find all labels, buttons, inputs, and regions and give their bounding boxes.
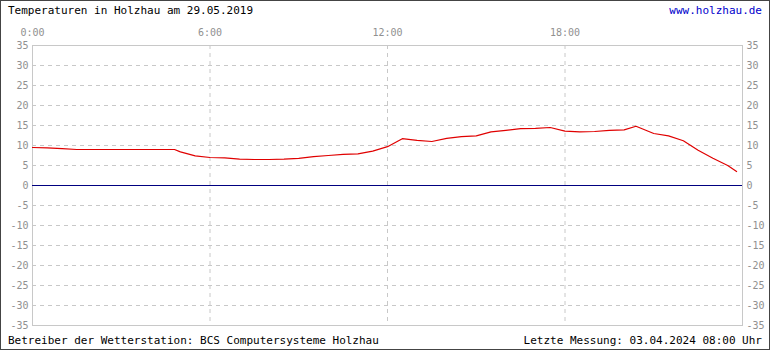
svg-text:25: 25 — [16, 80, 28, 91]
svg-text:-20: -20 — [10, 260, 28, 271]
svg-text:-35: -35 — [747, 320, 765, 331]
svg-text:10: 10 — [16, 140, 28, 151]
svg-text:12:00: 12:00 — [372, 27, 402, 38]
svg-text:6:00: 6:00 — [198, 27, 222, 38]
html-text:Temperaturen in Holzhau am 29.: Temperaturen in Holzhau am 29.05.2019 — [8, 4, 253, 17]
svg-text:-35: -35 — [10, 320, 28, 331]
svg-text:20: 20 — [747, 100, 759, 111]
html-text:www.holzhau.de: www.holzhau.de — [669, 4, 762, 17]
svg-text:5: 5 — [22, 160, 28, 171]
svg-text:-30: -30 — [10, 300, 28, 311]
svg-text:-30: -30 — [747, 300, 765, 311]
svg-text:10: 10 — [747, 140, 759, 151]
svg-text:35: 35 — [747, 40, 759, 51]
svg-text:0: 0 — [22, 180, 28, 191]
svg-text:-15: -15 — [10, 240, 28, 251]
svg-text:30: 30 — [747, 60, 759, 71]
svg-text:-25: -25 — [10, 280, 28, 291]
svg-text:-5: -5 — [16, 200, 28, 211]
svg-text:20: 20 — [16, 100, 28, 111]
svg-text:-10: -10 — [747, 220, 765, 231]
svg-text:25: 25 — [747, 80, 759, 91]
svg-text:30: 30 — [16, 60, 28, 71]
svg-text:-5: -5 — [747, 200, 759, 211]
html-text:Letzte Messung: 03.04.2024 08:: Letzte Messung: 03.04.2024 08:00 Uhr — [523, 334, 762, 347]
html-text:Betreiber der Wetterstation: B: Betreiber der Wetterstation: BCS Compute… — [8, 334, 379, 347]
svg-text:0: 0 — [747, 180, 753, 191]
svg-text:-10: -10 — [10, 220, 28, 231]
svg-text:-20: -20 — [747, 260, 765, 271]
svg-text:5: 5 — [747, 160, 753, 171]
svg-text:35: 35 — [16, 40, 28, 51]
svg-text:15: 15 — [16, 120, 28, 131]
svg-text:-25: -25 — [747, 280, 765, 291]
svg-text:15: 15 — [747, 120, 759, 131]
svg-text:-15: -15 — [747, 240, 765, 251]
svg-text:18:00: 18:00 — [550, 27, 580, 38]
svg-text:0:00: 0:00 — [20, 27, 44, 38]
